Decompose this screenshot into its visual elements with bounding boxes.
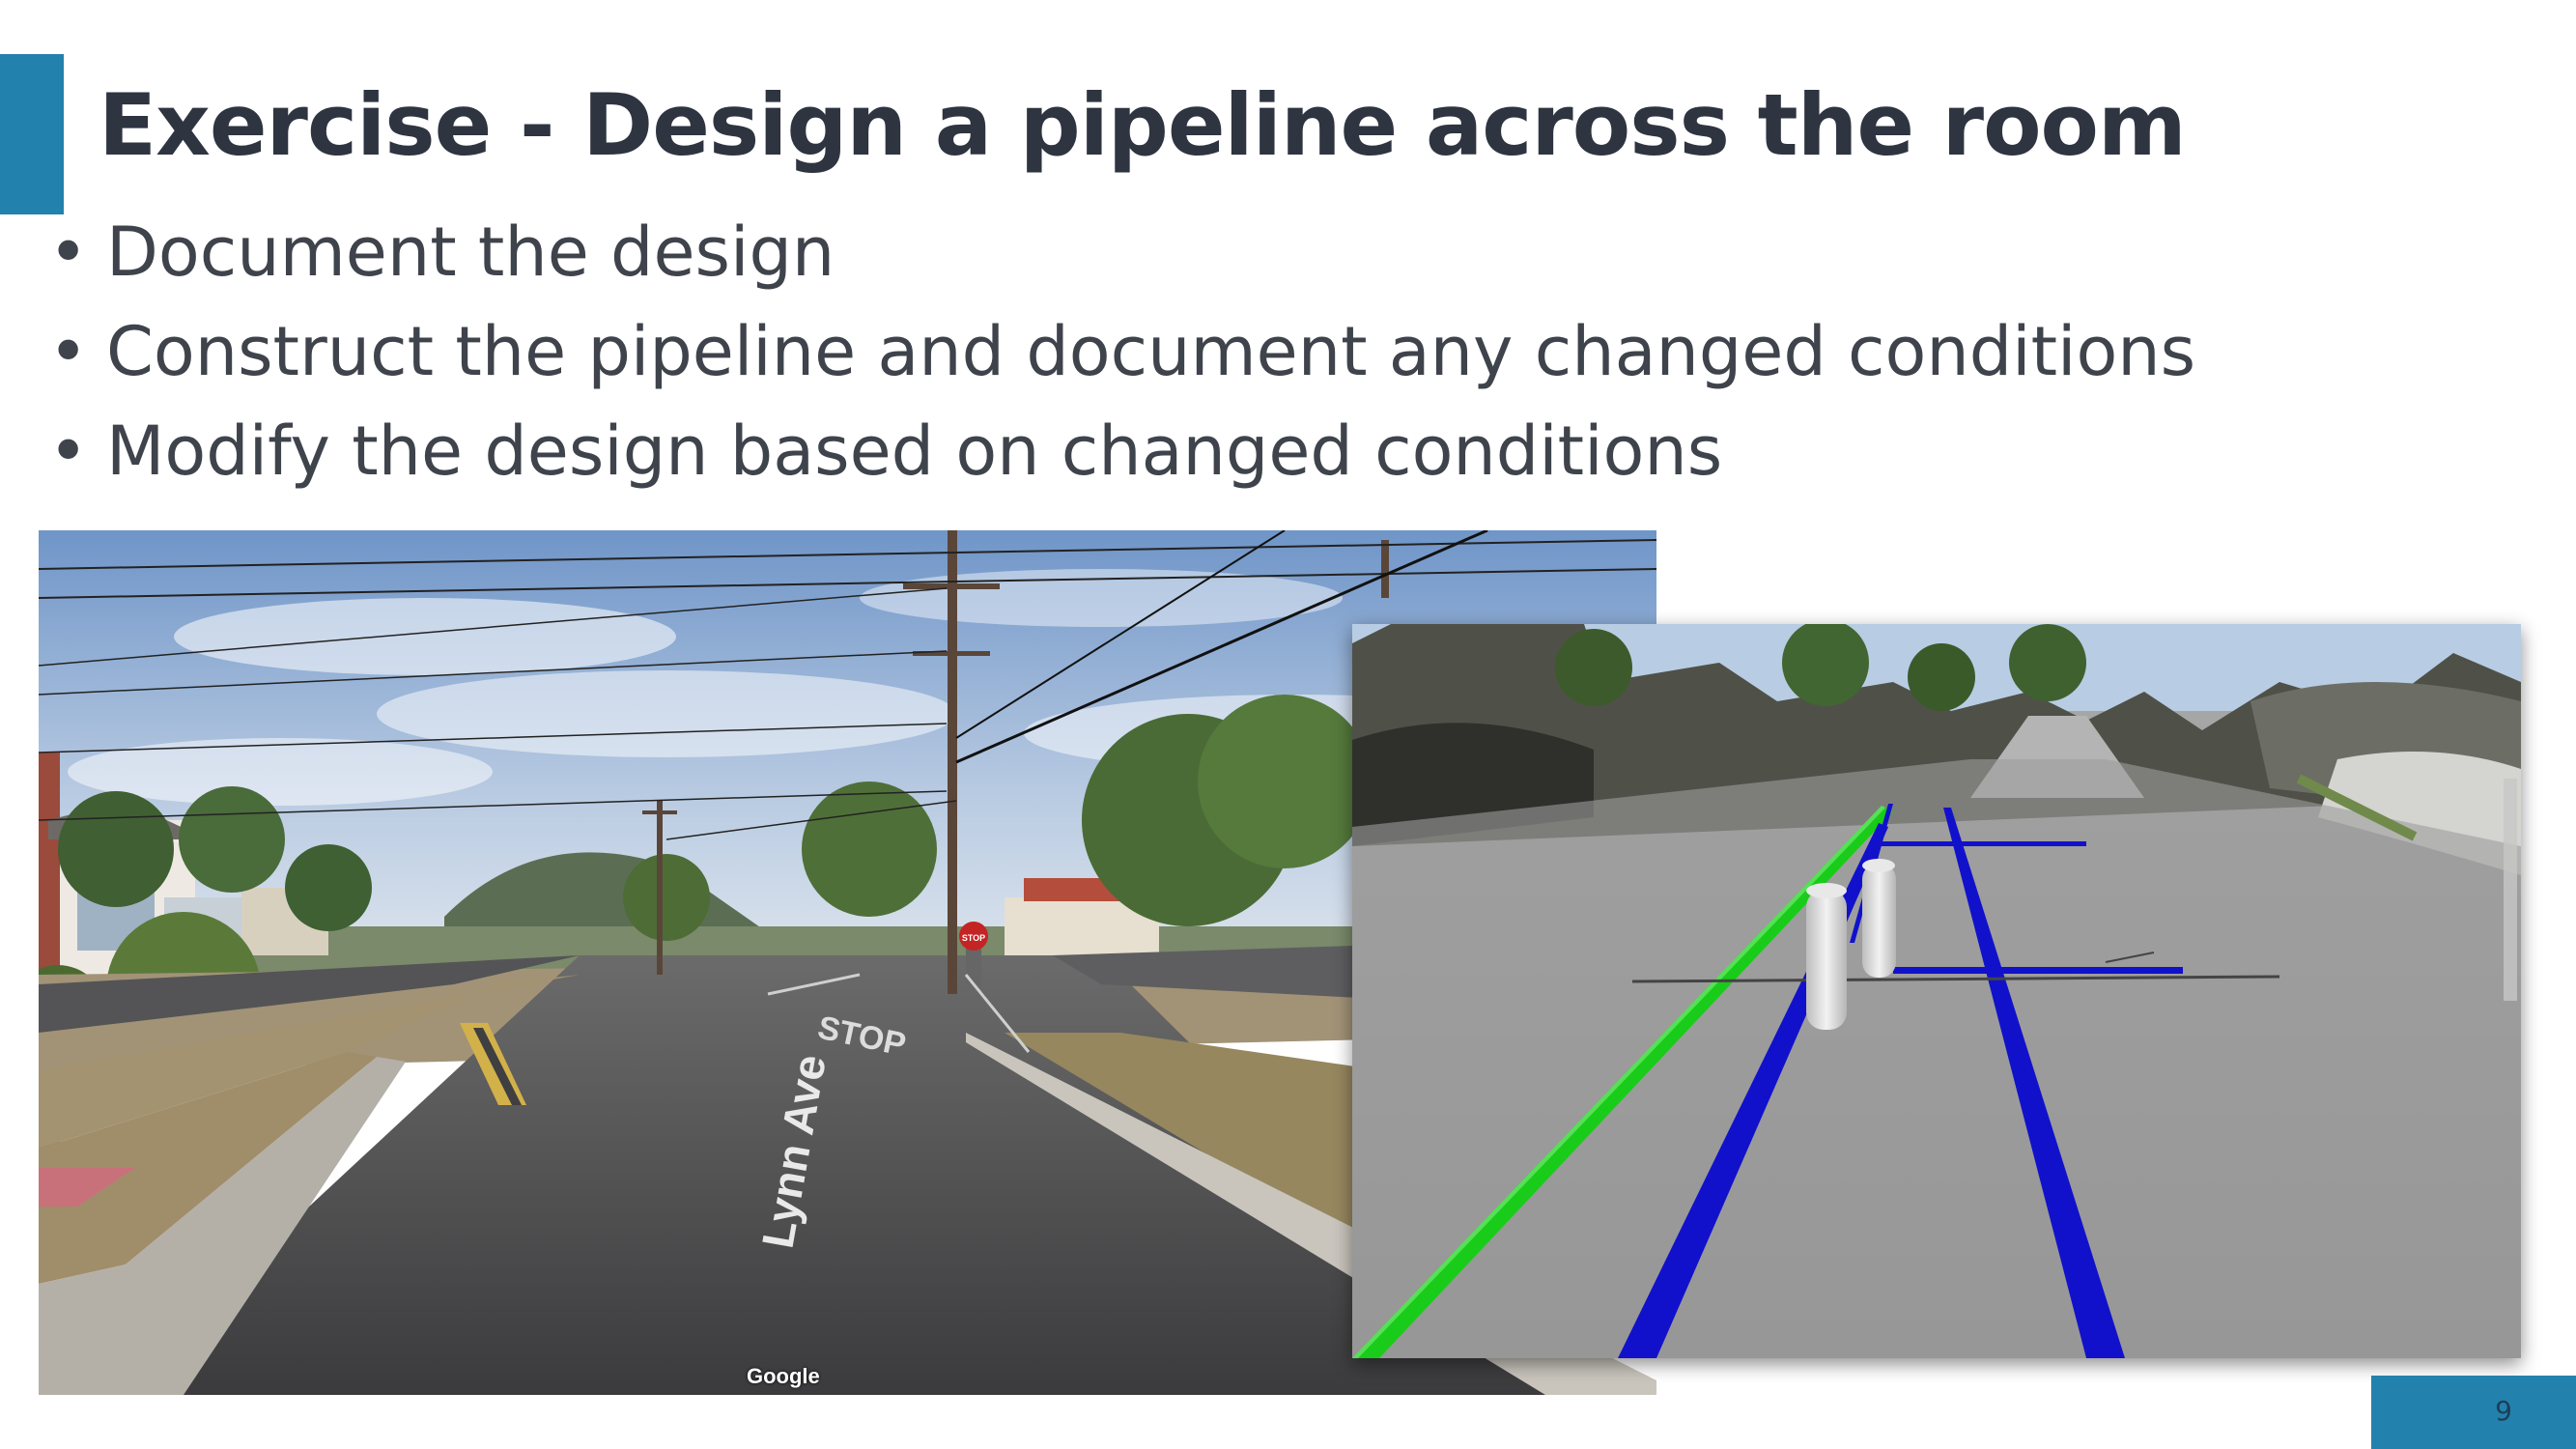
stop-sign-text: STOP bbox=[962, 933, 985, 943]
pointcloud-image bbox=[1352, 624, 2521, 1358]
bullet-item: • Construct the pipeline and document any… bbox=[48, 302, 2195, 402]
google-watermark: Google bbox=[747, 1364, 820, 1388]
pointcloud-pipe-view bbox=[1352, 624, 2521, 1358]
bullet-list: • Document the design • Construct the pipe… bbox=[48, 203, 2195, 501]
bullet-dot-icon: • bbox=[48, 312, 89, 391]
title-accent-bar bbox=[0, 54, 64, 214]
bullet-item: • Modify the design based on changed cond… bbox=[48, 402, 2195, 501]
bullet-dot-icon: • bbox=[48, 412, 89, 491]
page-number: 9 bbox=[2495, 1395, 2512, 1427]
bullet-item: • Document the design bbox=[48, 203, 2195, 302]
bullet-text: Document the design bbox=[106, 213, 835, 292]
bullet-text: Modify the design based on changed condi… bbox=[106, 412, 1723, 491]
bullet-text: Construct the pipeline and document any … bbox=[106, 312, 2196, 391]
page-number-badge: 9 bbox=[2371, 1376, 2576, 1449]
slide-title: Exercise - Design a pipeline across the … bbox=[99, 75, 2187, 175]
bullet-dot-icon: • bbox=[48, 213, 89, 292]
